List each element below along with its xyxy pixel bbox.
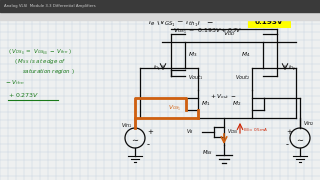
Text: $-\ V_{thn}$: $-\ V_{thn}$ <box>5 78 24 87</box>
Text: $Vin_1$: $Vin_1$ <box>121 122 132 130</box>
Text: -: - <box>147 141 150 150</box>
Text: $\sim$: $\sim$ <box>295 134 305 143</box>
Text: -: - <box>286 141 289 150</box>
Text: $V_{DSS}$: $V_{DSS}$ <box>227 127 239 136</box>
FancyBboxPatch shape <box>247 17 291 28</box>
Text: $M_3$: $M_3$ <box>188 51 197 59</box>
Bar <box>0 0 320 12</box>
Bar <box>0 12 320 20</box>
Text: $M_2$: $M_2$ <box>232 100 241 108</box>
Text: $+\ V_{out}\ -$: $+\ V_{out}\ -$ <box>211 93 237 102</box>
Text: $\sim$: $\sim$ <box>130 134 140 143</box>
Text: $M_4$: $M_4$ <box>241 51 250 59</box>
Text: 0.193V: 0.193V <box>255 19 283 26</box>
Text: +: + <box>147 129 153 135</box>
Text: $Vout_1$: $Vout_1$ <box>188 73 203 82</box>
Text: $V_{GS_1}\ =\ 0.193V + 0.7V$: $V_{GS_1}\ =\ 0.193V + 0.7V$ <box>173 26 242 36</box>
Text: +: + <box>286 129 292 135</box>
Text: $V_B$: $V_B$ <box>186 127 194 136</box>
Text: $M_{SS}$: $M_{SS}$ <box>202 148 213 157</box>
Text: $Vin_2$: $Vin_2$ <box>303 120 315 129</box>
Text: $i_e\ (V_{GS_1} - Y_{th_1})\ \ =$: $i_e\ (V_{GS_1} - Y_{th_1})\ \ =$ <box>148 15 214 29</box>
Text: $(\ M_{SS}\ is\ at\ edge\ of$: $(\ M_{SS}\ is\ at\ edge\ of$ <box>14 57 67 66</box>
Text: $M_1$: $M_1$ <box>201 100 210 108</box>
Text: $(\ V_{DS_S}\ =\ V_{GS_{SS}}\ -\ V_{thn}\ )$: $(\ V_{DS_S}\ =\ V_{GS_{SS}}\ -\ V_{thn}… <box>8 47 72 57</box>
Text: Analog VLSI  Module 3.3 Differential Amplifiers: Analog VLSI Module 3.3 Differential Ampl… <box>4 4 96 8</box>
Text: $I_{SS}=0.5mA$: $I_{SS}=0.5mA$ <box>243 126 268 134</box>
Text: $V_{DD}$: $V_{DD}$ <box>223 29 236 38</box>
Text: $+\ 0.273V$: $+\ 0.273V$ <box>8 91 39 99</box>
Text: $I_{D_1}$: $I_{D_1}$ <box>153 63 161 73</box>
Text: $Vout_2$: $Vout_2$ <box>235 73 250 82</box>
Text: $I_{D_2}$: $I_{D_2}$ <box>288 63 296 73</box>
Text: $saturation\ region\ )$: $saturation\ region\ )$ <box>22 66 75 75</box>
Text: $V_{GS_1}$: $V_{GS_1}$ <box>168 103 181 113</box>
